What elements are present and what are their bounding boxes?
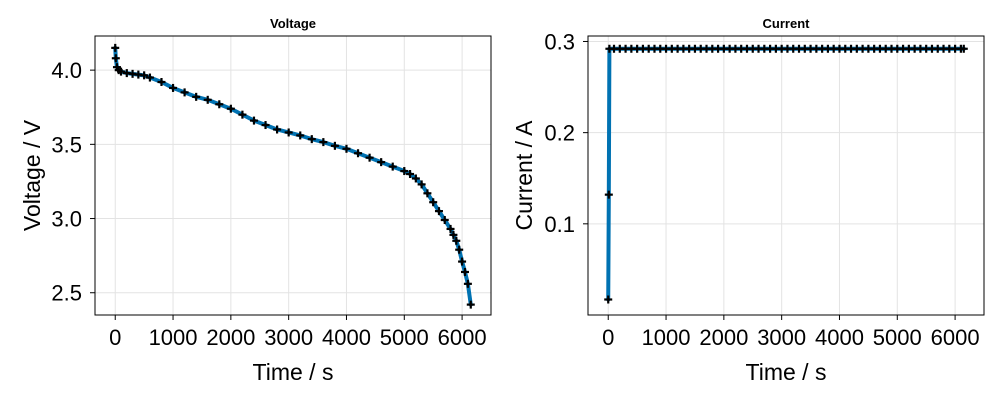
y-tick-label: 3.5 — [51, 132, 82, 157]
y-tick-label: 3.0 — [51, 207, 82, 232]
data-point-marker — [463, 279, 472, 288]
series-markers — [604, 44, 968, 304]
data-point-marker — [180, 88, 189, 97]
data-point-marker — [145, 73, 154, 82]
plot-area — [588, 36, 984, 315]
data-point-marker — [406, 170, 415, 179]
y-tick-label: 0.3 — [544, 29, 575, 54]
data-point-marker — [296, 131, 305, 140]
y-tick-label: 2.5 — [51, 281, 82, 306]
data-point-marker — [192, 92, 201, 101]
data-point-marker — [284, 128, 293, 137]
data-point-marker — [203, 95, 212, 104]
data-point-marker — [434, 207, 443, 216]
chart-title: Voltage — [270, 16, 316, 31]
data-point-marker — [400, 167, 409, 176]
data-point-marker — [307, 135, 316, 144]
series-markers — [111, 43, 475, 309]
x-tick-label: 1000 — [642, 325, 691, 350]
y-axis-label: Current / A — [511, 120, 537, 231]
data-point-marker — [452, 236, 461, 245]
data-point-marker — [440, 216, 449, 225]
x-tick-label: 2000 — [699, 325, 748, 350]
data-point-marker — [449, 230, 458, 239]
chart-panel-voltage: 0 1000 2000 3000 4000 5000 6000 2.5 3.0 3.5 4.0 Vol… — [19, 16, 492, 385]
x-tick-label: 0 — [109, 325, 121, 350]
y-tick-label: 0.1 — [544, 212, 575, 237]
data-point-marker — [261, 121, 270, 130]
data-point-marker — [330, 141, 339, 150]
data-point-marker — [458, 257, 467, 266]
data-point-marker — [959, 44, 968, 53]
x-tick-label: 4000 — [815, 325, 864, 350]
plot-frame — [587, 35, 985, 316]
data-point-marker — [466, 300, 475, 309]
data-point-marker — [429, 198, 438, 207]
x-tick-label: 5000 — [380, 325, 429, 350]
data-point-marker — [215, 100, 224, 109]
x-tick-label: 1000 — [149, 325, 198, 350]
x-axis-label: Time / s — [746, 359, 827, 385]
data-point-marker — [423, 189, 432, 198]
y-tick-label: 4.0 — [51, 58, 82, 83]
x-tick-label: 6000 — [931, 325, 980, 350]
x-tick-label: 3000 — [264, 325, 313, 350]
data-point-marker — [169, 83, 178, 92]
x-axis-label: Time / s — [253, 359, 334, 385]
data-point-marker — [140, 71, 149, 80]
data-point-marker — [273, 125, 282, 134]
data-point-marker — [604, 295, 613, 304]
x-tick-label: 4000 — [322, 325, 371, 350]
data-point-marker — [226, 104, 235, 113]
data-point-marker — [604, 190, 613, 199]
data-point-marker — [388, 162, 397, 171]
data-point-marker — [354, 149, 363, 158]
x-tick-label: 3000 — [757, 325, 806, 350]
chart-panel-current: 0 1000 2000 3000 4000 5000 6000 0.1 0.2 0.3 Curren… — [511, 16, 985, 385]
plot-frame — [94, 35, 492, 316]
data-point-marker — [411, 174, 420, 183]
y-axis-label: Voltage / V — [19, 119, 45, 231]
x-tick-label: 5000 — [873, 325, 922, 350]
data-point-marker — [446, 224, 455, 233]
data-point-marker — [238, 110, 247, 119]
data-point-marker — [111, 43, 120, 52]
data-point-marker — [460, 267, 469, 276]
data-point-marker — [249, 116, 258, 125]
data-point-marker — [111, 54, 120, 63]
data-point-marker — [117, 67, 126, 76]
data-point-marker — [365, 153, 374, 162]
data-point-marker — [342, 144, 351, 153]
data-point-marker — [455, 245, 464, 254]
data-point-marker — [417, 180, 426, 189]
data-point-marker — [377, 158, 386, 167]
x-tick-label: 2000 — [206, 325, 255, 350]
y-tick-label: 0.2 — [544, 121, 575, 146]
data-point-marker — [319, 138, 328, 147]
x-tick-label: 6000 — [438, 325, 487, 350]
data-point-marker — [157, 78, 166, 87]
x-tick-label: 0 — [602, 325, 614, 350]
chart-title: Current — [763, 16, 811, 31]
